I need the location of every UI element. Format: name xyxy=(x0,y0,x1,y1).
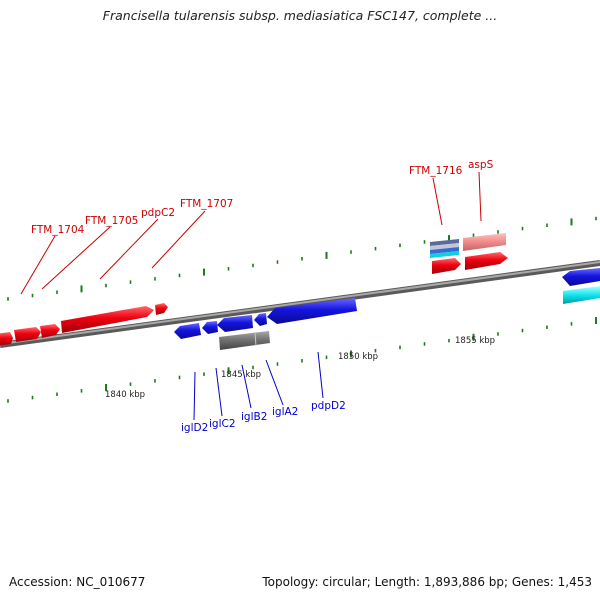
gene-arrow[interactable] xyxy=(267,298,357,324)
forward-strand-genes[interactable] xyxy=(0,303,168,346)
scale-label: 1855 kbp xyxy=(455,336,495,346)
rna-gene[interactable] xyxy=(563,286,600,304)
gene-arrow[interactable] xyxy=(202,321,218,334)
gene-arrow[interactable] xyxy=(40,324,60,338)
genome-summary: Topology: circular; Length: 1,893,886 bp… xyxy=(262,575,592,589)
gene-label[interactable]: iglC2 xyxy=(209,418,236,430)
gene-arrow[interactable] xyxy=(254,313,267,326)
label-leader-lines xyxy=(20,171,482,421)
gene-arrow[interactable] xyxy=(14,327,41,342)
gene-label[interactable]: pdpD2 xyxy=(311,400,346,412)
gene-arrow[interactable] xyxy=(465,252,508,270)
gene-label[interactable]: aspS xyxy=(468,159,494,171)
gene-label[interactable]: FTM_1707 xyxy=(180,198,233,210)
gene-label[interactable]: iglA2 xyxy=(272,406,298,418)
rna-gene-stack[interactable] xyxy=(430,239,459,258)
aspS-gene[interactable] xyxy=(463,233,506,251)
map-title: Francisella tularensis subsp. mediasiati… xyxy=(102,8,498,23)
scale-labels: 1840 kbp 1845 kbp 1850 kbp 1855 kbp xyxy=(105,336,495,400)
gene-label[interactable]: iglB2 xyxy=(241,411,267,423)
gene-arrow[interactable] xyxy=(155,303,168,315)
pseudo-gene[interactable] xyxy=(219,331,270,350)
genome-backbone xyxy=(0,260,600,348)
scale-label: 1840 kbp xyxy=(105,390,145,400)
gene-labels-bottom: iglD2 iglC2 iglB2 iglA2 pdpD2 xyxy=(181,400,346,434)
gene-labels-top: FTM_1704 FTM_1705 pdpC2 FTM_1707 FTM_171… xyxy=(31,159,494,236)
gene-label[interactable]: iglD2 xyxy=(181,422,208,434)
tick-marks-top xyxy=(7,216,597,301)
gene-arrow[interactable] xyxy=(432,258,461,274)
gene-label[interactable]: pdpC2 xyxy=(141,207,175,219)
accession-label: Accession: NC_010677 xyxy=(9,575,146,589)
gene-label[interactable]: FTM_1716 xyxy=(409,165,463,177)
gene-label[interactable]: FTM_1704 xyxy=(31,224,85,236)
scale-label: 1845 kbp xyxy=(221,370,261,380)
gene-arrow[interactable] xyxy=(217,315,253,332)
reverse-strand-genes[interactable] xyxy=(174,298,357,339)
gene-arrow[interactable] xyxy=(562,268,600,286)
scale-label: 1850 kbp xyxy=(338,352,378,362)
gene-arrow[interactable] xyxy=(61,306,154,333)
gene-label[interactable]: FTM_1705 xyxy=(85,215,138,227)
tick-marks-bottom xyxy=(7,317,597,403)
gene-arrow[interactable] xyxy=(174,323,201,339)
gene-arrow[interactable] xyxy=(0,332,13,346)
